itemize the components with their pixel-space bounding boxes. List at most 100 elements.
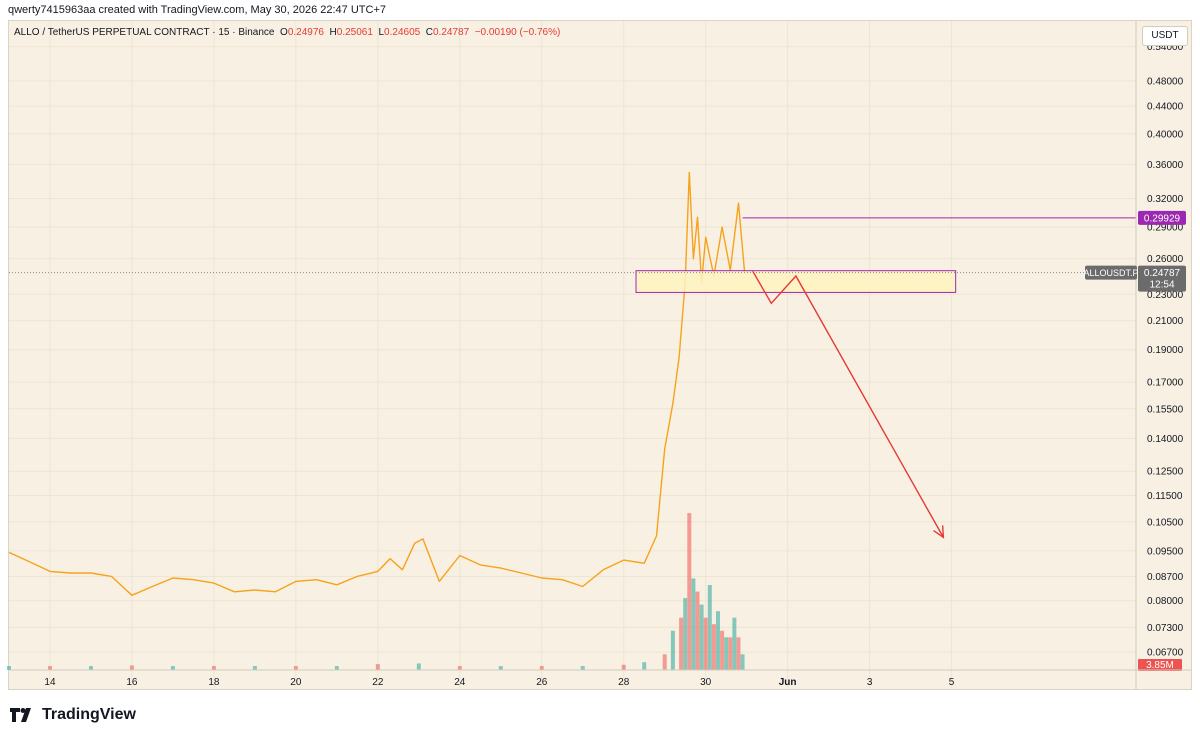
y-tick-label: 0.08700 [1147, 572, 1184, 583]
volume-bar [679, 617, 684, 670]
volume-bar [707, 585, 712, 670]
symbol-badge [1085, 265, 1137, 280]
volume-bar [211, 666, 216, 670]
y-tick-label: 0.17000 [1147, 378, 1184, 389]
grid [9, 21, 1136, 688]
y-tick-label: 0.08000 [1147, 596, 1184, 607]
x-tick-label: 28 [618, 677, 630, 688]
volume-bar [683, 598, 688, 670]
chart-credit: qwerty7415963aa created with TradingView… [8, 4, 386, 16]
legend-low: 0.24605 [384, 27, 421, 38]
x-tick-label: 3 [867, 677, 873, 688]
volume-bar [732, 617, 737, 670]
volume-bar [740, 654, 745, 670]
y-tick-label: 0.23000 [1147, 290, 1184, 301]
y-tick-label: 0.40000 [1147, 129, 1184, 140]
volume-bar [691, 578, 696, 670]
y-tick-label: 0.09500 [1147, 546, 1184, 557]
volume-bar [580, 666, 585, 670]
support-zone [635, 270, 957, 293]
legend-close: 0.24787 [433, 27, 470, 38]
chart-frame[interactable] [8, 20, 1192, 690]
volume-bar [724, 637, 729, 670]
bar-countdown-label: 12:54 [1149, 280, 1174, 291]
price-series [8, 171, 746, 596]
x-tick-label: Jun [779, 677, 797, 688]
volume-bar [720, 630, 725, 670]
drawings [9, 217, 1136, 539]
volume-bar [670, 630, 675, 670]
resistance-price-badge [1138, 210, 1186, 225]
symbol-legend: ALLO / TetherUS PERPETUAL CONTRACT · 15 … [14, 27, 561, 38]
last-price-label: 0.24787 [1144, 268, 1181, 279]
currency-selector[interactable]: USDT [1142, 26, 1188, 46]
volume-bar [642, 662, 647, 670]
x-tick-label: 26 [536, 677, 548, 688]
volume-bar [457, 666, 462, 670]
y-tick-label: 0.07300 [1147, 623, 1184, 634]
y-tick-label: 0.54000 [1147, 42, 1184, 53]
x-tick-label: 20 [290, 677, 302, 688]
price-line [8, 171, 746, 596]
y-tick-label: 0.06700 [1147, 648, 1184, 659]
volume-bar [170, 666, 175, 670]
resistance-price-label: 0.29929 [1144, 213, 1181, 224]
volume-bar [47, 666, 52, 670]
tradingview-logo[interactable]: TradingView [10, 706, 136, 724]
y-tick-label: 0.32000 [1147, 194, 1184, 205]
volume-bar [375, 664, 380, 670]
volume-bar [498, 666, 503, 670]
legend-open: 0.24976 [287, 27, 324, 38]
volume-bar [699, 604, 704, 670]
tradingview-logo-icon [10, 708, 31, 722]
legend-change: −0.00190 (−0.76%) [474, 27, 561, 38]
volume-bar [7, 666, 11, 670]
y-tick-label: 0.12500 [1147, 467, 1184, 478]
y-tick-label: 0.19000 [1147, 345, 1184, 356]
brand-name: TradingView [42, 706, 136, 723]
y-tick-label: 0.11500 [1147, 491, 1183, 502]
symbol-badge-label: ALLOUSDT.P [1083, 268, 1138, 278]
y-tick-label: 0.21000 [1147, 316, 1184, 327]
y-tick-label: 0.48000 [1147, 76, 1184, 87]
volume-bar [711, 624, 716, 670]
volume-value-badge [1138, 659, 1182, 671]
last-price-badge [1138, 265, 1186, 292]
x-tick-label: 30 [700, 677, 712, 688]
volume-bars [7, 513, 745, 670]
volume-bar [621, 664, 626, 670]
x-tick-label: 18 [208, 677, 220, 688]
y-tick-label: 0.26000 [1147, 254, 1184, 265]
y-tick-label: 0.36000 [1147, 160, 1184, 171]
volume-bar [293, 666, 298, 670]
time-axis: 14 16 18 20 22 24 26 28 30 Jun 3 5 [9, 669, 1191, 688]
volume-bar [416, 663, 421, 670]
y-tick-label: 0.10500 [1147, 517, 1184, 528]
x-tick-label: 16 [126, 677, 138, 688]
y-tick-label: 0.14000 [1147, 434, 1184, 445]
volume-bar [695, 591, 700, 670]
symbol-name: ALLO / TetherUS PERPETUAL CONTRACT · 15 … [14, 27, 275, 38]
x-tick-label: 22 [372, 677, 384, 688]
price-axis: 0.54000 0.48000 0.44000 0.40000 0.36000 0.320… [1083, 21, 1186, 689]
volume-bar [88, 666, 93, 670]
projection-arrow-path [752, 270, 945, 538]
y-tick-label: 0.15500 [1147, 404, 1184, 415]
volume-bar [687, 513, 692, 670]
y-tick-label: 0.44000 [1147, 102, 1184, 113]
volume-bar [728, 637, 733, 670]
volume-bar [662, 654, 667, 670]
volume-bar [129, 665, 134, 670]
volume-bar [703, 617, 708, 670]
y-tick-label: 0.29000 [1147, 223, 1184, 234]
x-tick-label: 5 [949, 677, 955, 688]
volume-value-label: 3.85M [1146, 660, 1174, 671]
legend-high: 0.25061 [336, 27, 373, 38]
volume-bar [252, 666, 257, 670]
x-tick-label: 14 [44, 677, 56, 688]
volume-bar [539, 666, 544, 670]
volume-bar [736, 637, 741, 670]
volume-bar [334, 666, 339, 670]
projection-arrow-head [933, 525, 945, 539]
